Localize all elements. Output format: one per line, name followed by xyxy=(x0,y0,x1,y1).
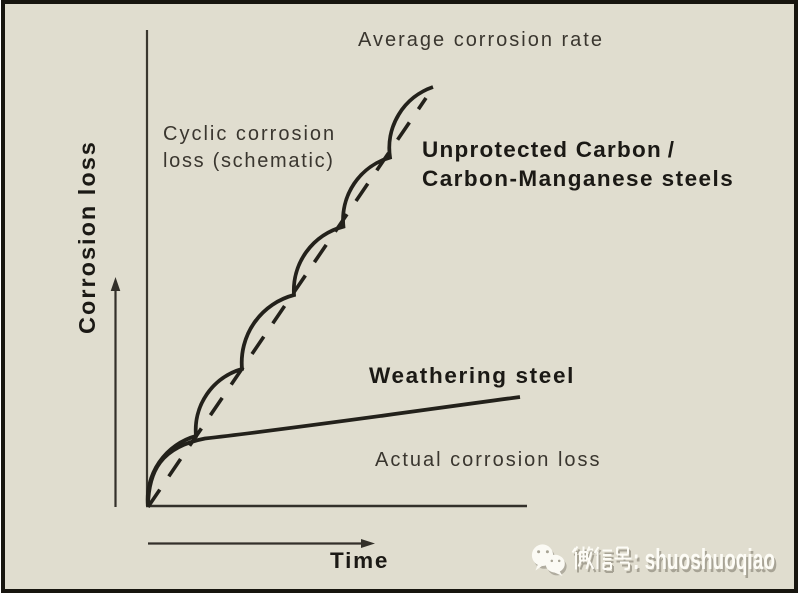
svg-text:: shuoshuoqiao: : shuoshuoqiao xyxy=(633,544,775,576)
svg-text:: shuoshuoqiao: : shuoshuoqiao xyxy=(635,547,777,579)
